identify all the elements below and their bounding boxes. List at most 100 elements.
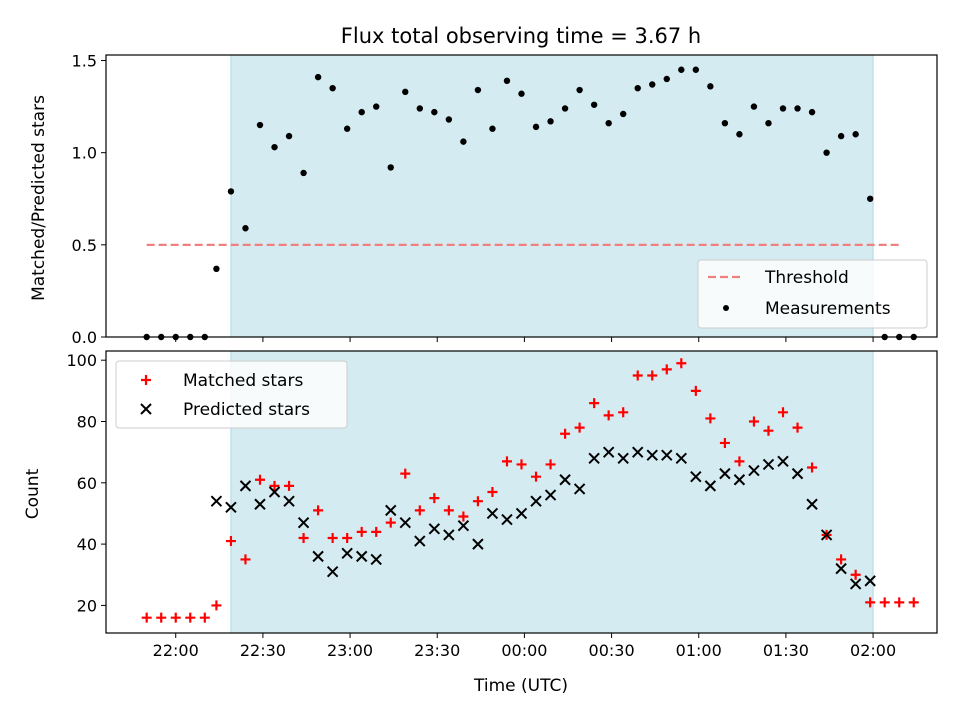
predicted-star-marker [704, 480, 717, 492]
matched-star-marker [414, 505, 425, 516]
matched-star-marker [734, 456, 745, 467]
matched-star-marker [170, 612, 181, 623]
matched-star-marker [156, 612, 167, 623]
predicted-star-marker [675, 452, 688, 464]
predicted-star-marker [457, 520, 470, 532]
matched-star-marker [531, 471, 542, 482]
measurement-point [561, 105, 569, 112]
matched-star-marker [690, 385, 701, 396]
matched-star-marker [763, 425, 774, 436]
matched-star-marker [647, 370, 658, 381]
measurement-point [402, 88, 409, 96]
matched-star-marker [807, 462, 818, 473]
matched-star-marker [545, 459, 556, 470]
matched-star-marker [211, 600, 222, 611]
x-tick-label: 00:00 [501, 641, 547, 660]
matched-star-marker [850, 569, 861, 580]
measurement-point [692, 66, 700, 73]
predicted-star-marker [632, 446, 644, 458]
predicted-star-marker [515, 507, 528, 520]
predicted-star-marker [239, 480, 252, 492]
matched-star-marker [560, 428, 571, 439]
matched-star-marker [472, 496, 483, 507]
matched-star-marker [487, 487, 498, 497]
measurement-point [474, 86, 482, 94]
predicted-star-marker [225, 501, 237, 514]
measurement-point [634, 84, 641, 92]
matched-star-marker [618, 407, 629, 418]
predicted-star-marker [748, 464, 760, 477]
predicted-star-marker [530, 495, 542, 507]
measurement-point [576, 86, 583, 94]
x-tick-label: 02:00 [850, 641, 896, 660]
legend-predicted-label: Predicted stars [183, 400, 310, 420]
matched-star-marker [603, 410, 614, 421]
top-panel: 0.0 0.5 1.0 1.5 Threshold Measurements [72, 52, 938, 347]
predicted-star-marker [602, 446, 615, 458]
predicted-star-marker [385, 504, 397, 517]
matched-star-marker [908, 597, 919, 608]
matched-star-marker [240, 554, 251, 565]
x-tick-label: 01:00 [676, 641, 722, 660]
matched-star-marker [501, 456, 512, 467]
bottom-y-axis-label: Count [23, 468, 43, 519]
measurement-point [285, 132, 293, 140]
y-tick-label: 1.0 [72, 144, 97, 163]
y-tick-label: 100 [66, 351, 97, 370]
y-tick-label: 1.5 [72, 52, 97, 71]
measurement-point [343, 125, 351, 132]
matched-star-marker [865, 597, 876, 608]
matched-star-marker [676, 358, 687, 369]
matched-star-marker [778, 407, 789, 418]
predicted-star-marker [370, 553, 382, 566]
measurement-point [416, 105, 424, 112]
measurement-point [256, 121, 264, 129]
measurement-point [823, 149, 830, 156]
matched-star-marker [400, 468, 411, 479]
measurement-point [736, 131, 743, 138]
matched-star-marker [879, 597, 890, 608]
measurement-point [619, 110, 627, 118]
measurement-point [808, 108, 816, 116]
matched-star-marker [327, 532, 338, 543]
x-axis-label: Time (UTC) [473, 676, 568, 696]
legend-box [115, 360, 348, 429]
predicted-star-marker [254, 498, 266, 510]
y-tick-label: 40 [77, 535, 97, 554]
axes-frame [105, 54, 938, 338]
predicted-star-marker [472, 538, 484, 550]
matched-star-marker [356, 526, 367, 537]
matched-star-marker [342, 532, 353, 543]
matched-star-marker [185, 612, 196, 623]
matched-star-marker [429, 493, 440, 504]
matched-star-marker [836, 554, 847, 565]
predicted-star-marker [806, 498, 818, 510]
measurement-point [329, 84, 336, 92]
predicted-star-marker [617, 452, 629, 464]
measurement-point [852, 131, 859, 138]
matched-star-marker [632, 370, 643, 381]
y-tick-label: 0.5 [72, 236, 97, 255]
predicted-star-marker [588, 452, 600, 464]
measurement-point [605, 119, 612, 127]
legend-matched-label: Matched stars [183, 371, 303, 391]
measurement-point [445, 116, 453, 123]
predicted-star-marker [341, 547, 353, 560]
predicted-star-marker [559, 474, 571, 486]
x-tick-label: 22:00 [153, 641, 199, 660]
matched-star-marker [894, 597, 905, 608]
measurement-point [532, 123, 540, 131]
predicted-star-marker [501, 513, 513, 526]
matched-star-marker [661, 364, 672, 375]
predicted-star-marker [428, 523, 441, 535]
matched-star-marker [574, 422, 585, 433]
y-tick-label: 60 [77, 474, 97, 493]
matched-star-marker [141, 612, 152, 623]
predicted-star-marker [849, 578, 862, 590]
measurement-point [866, 195, 874, 202]
measurement-point [678, 66, 685, 73]
matched-star-marker [458, 511, 469, 522]
predicted-star-marker [486, 507, 499, 520]
x-tick-label: 23:00 [327, 641, 373, 660]
